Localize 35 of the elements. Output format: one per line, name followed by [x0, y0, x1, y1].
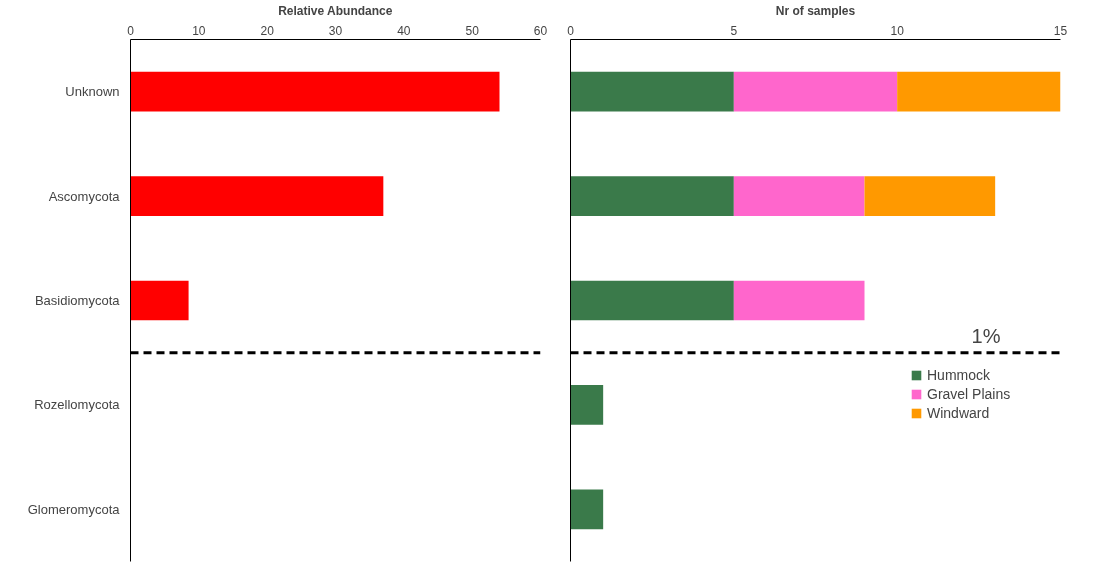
annotation: 1% — [971, 324, 1001, 347]
legend-label: Hummock — [927, 367, 991, 383]
y-tick-label: Rozellomycota — [34, 397, 121, 413]
bar — [570, 489, 604, 530]
bar — [130, 280, 189, 321]
y-tick-label: Unknown — [65, 84, 120, 100]
legend-label: Gravel Plains — [927, 386, 1011, 402]
bar — [570, 385, 604, 425]
y-tick-label: Ascomycota — [48, 188, 121, 204]
x-tick-label: 50 — [465, 23, 480, 38]
x-axis-title: Relative Abundance — [278, 3, 393, 18]
x-tick-label: 0 — [567, 23, 575, 38]
bar — [570, 71, 734, 112]
legend-label: Windward — [927, 405, 990, 421]
bar — [733, 71, 898, 112]
x-tick-label: 40 — [397, 23, 411, 38]
x-tick-label: 20 — [260, 23, 275, 38]
y-tick-label: Basidiomycota — [34, 293, 121, 308]
x-tick-label: 0 — [127, 23, 135, 38]
bar — [897, 71, 1061, 112]
x-tick-label: 10 — [890, 23, 905, 38]
bar — [570, 280, 734, 321]
y-tick-label: Glomeromycota — [27, 501, 121, 517]
bar — [733, 280, 865, 321]
x-tick-label: 10 — [192, 23, 206, 38]
bar — [130, 71, 500, 112]
bar — [864, 176, 996, 216]
x-tick-label: 60 — [533, 23, 548, 38]
bar — [733, 176, 865, 216]
x-axis-title: Nr of samples — [775, 3, 856, 18]
x-tick-label: 15 — [1053, 23, 1068, 38]
bar — [570, 176, 734, 216]
x-tick-label: 5 — [730, 23, 738, 38]
bar — [130, 176, 384, 216]
x-tick-label: 30 — [328, 23, 343, 38]
